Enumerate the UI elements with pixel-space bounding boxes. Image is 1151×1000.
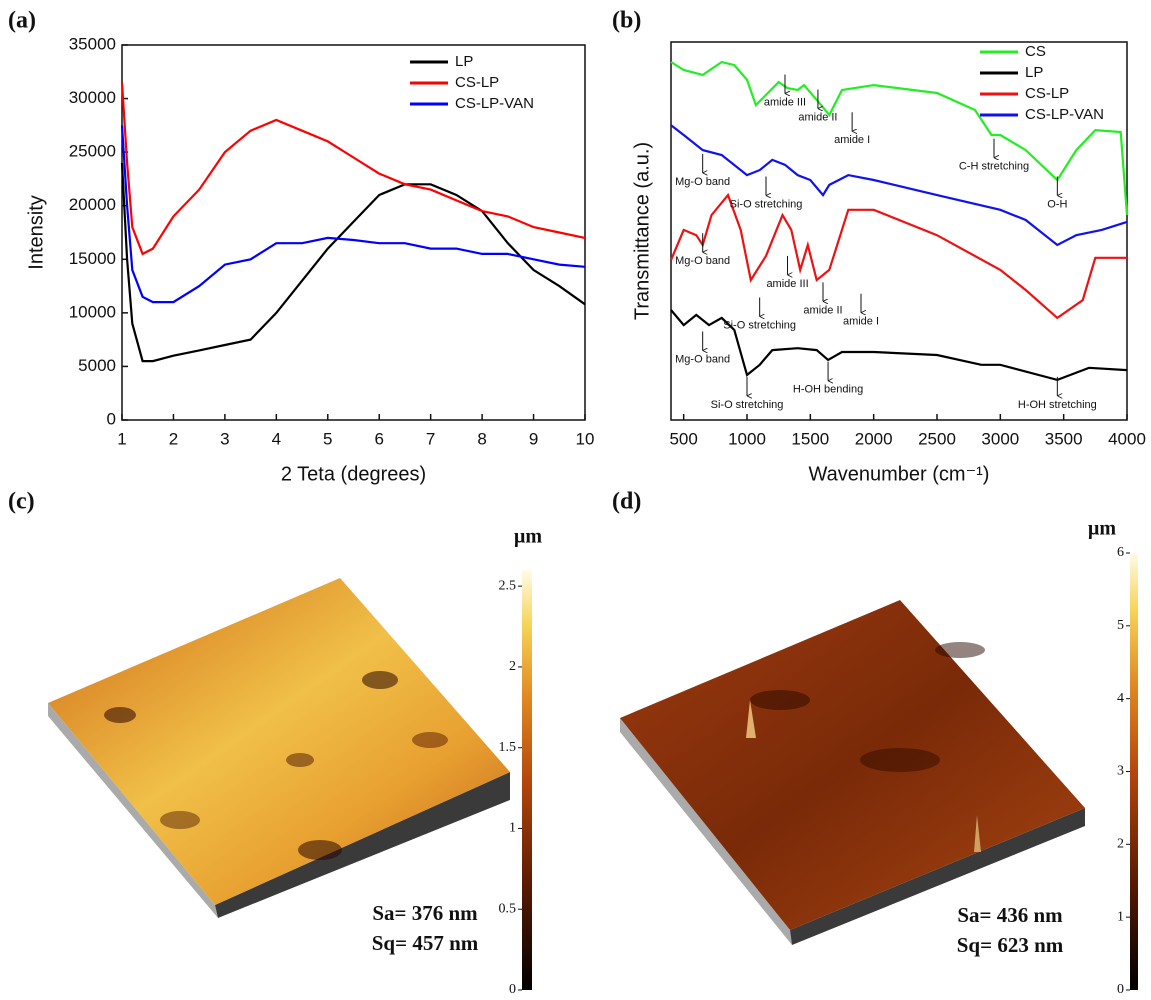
roughness: Sa= 376 nm xyxy=(372,901,478,925)
y-tick-label: 5000 xyxy=(78,356,116,375)
y-tick-label: 30000 xyxy=(69,88,116,107)
annotation: Si-O stretching xyxy=(711,399,784,411)
colorbar-unit: µm xyxy=(514,526,543,548)
x-tick-label: 1 xyxy=(117,429,126,448)
annotation: O-H xyxy=(1047,198,1067,210)
colorbar-tick-label: 2.5 xyxy=(499,578,517,593)
y-tick-label: 20000 xyxy=(69,195,116,214)
x-tick-label: 500 xyxy=(669,429,697,448)
y-tick-label: 0 xyxy=(107,409,116,428)
annotation: Mg-O band xyxy=(675,176,730,188)
colorbar-tick-label: 0.5 xyxy=(499,901,517,916)
annotation: H-OH stretching xyxy=(1018,399,1097,411)
colorbar-tick-label: 4 xyxy=(1117,691,1124,706)
annotation: Si-O stretching xyxy=(723,319,796,331)
colorbar-tick-label: 2 xyxy=(509,659,516,674)
annotation: C-H stretching xyxy=(959,161,1029,173)
panel-label: (c) xyxy=(8,489,35,515)
x-tick-label: 2 xyxy=(169,429,178,448)
legend-label: CS-LP-VAN xyxy=(1025,106,1104,123)
colorbar xyxy=(1130,553,1138,990)
y-tick-label: 25000 xyxy=(69,142,116,161)
annotation: amide I xyxy=(834,134,870,146)
colorbar-tick-label: 1 xyxy=(1117,909,1124,924)
annotation: amide III xyxy=(766,278,808,290)
annotation: amide I xyxy=(843,316,879,328)
colorbar-tick-label: 3 xyxy=(1117,764,1124,779)
x-tick-label: 4 xyxy=(272,429,281,448)
annotation: Si-O stretching xyxy=(730,198,803,210)
colorbar-tick-label: 2 xyxy=(1117,837,1124,852)
x-axis-label: 2 Teta (degrees) xyxy=(281,463,426,485)
panel-label: (d) xyxy=(612,489,641,515)
colorbar-tick-label: 1 xyxy=(509,821,516,836)
x-axis-label: Wavenumber (cm⁻¹) xyxy=(809,463,990,485)
y-axis-label: Transmittance (a.u.) xyxy=(631,142,653,320)
x-tick-label: 5 xyxy=(323,429,332,448)
y-tick-label: 35000 xyxy=(69,34,116,53)
legend-label: LP xyxy=(1025,64,1043,81)
colorbar-tick-label: 5 xyxy=(1117,618,1124,633)
y-axis-label: Intensity xyxy=(25,195,47,269)
colorbar-tick-label: 0 xyxy=(509,982,516,997)
x-tick-label: 1500 xyxy=(791,429,829,448)
colorbar-tick-label: 6 xyxy=(1117,545,1124,560)
annotation: amide III xyxy=(764,96,806,108)
colorbar-unit: µm xyxy=(1088,518,1117,540)
series-line xyxy=(122,125,585,302)
surface-c xyxy=(48,578,510,918)
legend-label: CS-LP xyxy=(455,74,499,91)
x-tick-label: 3 xyxy=(220,429,229,448)
legend-label: CS-LP xyxy=(1025,85,1069,102)
y-tick-label: 10000 xyxy=(69,302,116,321)
x-tick-label: 2000 xyxy=(855,429,893,448)
roughness: Sq= 623 nm xyxy=(957,933,1064,957)
x-tick-label: 3500 xyxy=(1045,429,1083,448)
y-tick-label: 15000 xyxy=(69,249,116,268)
annotation: Mg-O band xyxy=(675,255,730,267)
colorbar xyxy=(522,570,532,990)
x-tick-label: 3000 xyxy=(981,429,1019,448)
colorbar-tick-label: 0 xyxy=(1117,982,1124,997)
x-tick-label: 7 xyxy=(426,429,435,448)
roughness: Sa= 436 nm xyxy=(957,903,1063,927)
series-line xyxy=(671,195,1127,318)
legend-label: CS xyxy=(1025,43,1046,60)
x-tick-label: 2500 xyxy=(918,429,956,448)
annotation: amide II xyxy=(798,112,837,124)
panel-label: (b) xyxy=(612,8,641,34)
x-tick-label: 1000 xyxy=(728,429,766,448)
series-line xyxy=(122,163,585,361)
annotation: H-OH bending xyxy=(793,384,863,396)
surface-d xyxy=(620,600,1085,945)
x-tick-label: 6 xyxy=(374,429,383,448)
legend-label: CS-LP-VAN xyxy=(455,95,534,112)
roughness: Sq= 457 nm xyxy=(372,931,479,955)
x-tick-label: 8 xyxy=(477,429,486,448)
x-tick-label: 10 xyxy=(576,429,595,448)
panel-label: (a) xyxy=(8,8,36,34)
annotation: Mg-O band xyxy=(675,353,730,365)
x-tick-label: 9 xyxy=(529,429,538,448)
figure: (a)1234567891005000100001500020000250003… xyxy=(0,0,1151,1000)
annotation: amide II xyxy=(803,304,842,316)
colorbar-tick-label: 1.5 xyxy=(499,740,517,755)
x-tick-label: 4000 xyxy=(1108,429,1146,448)
legend-label: LP xyxy=(455,53,473,70)
